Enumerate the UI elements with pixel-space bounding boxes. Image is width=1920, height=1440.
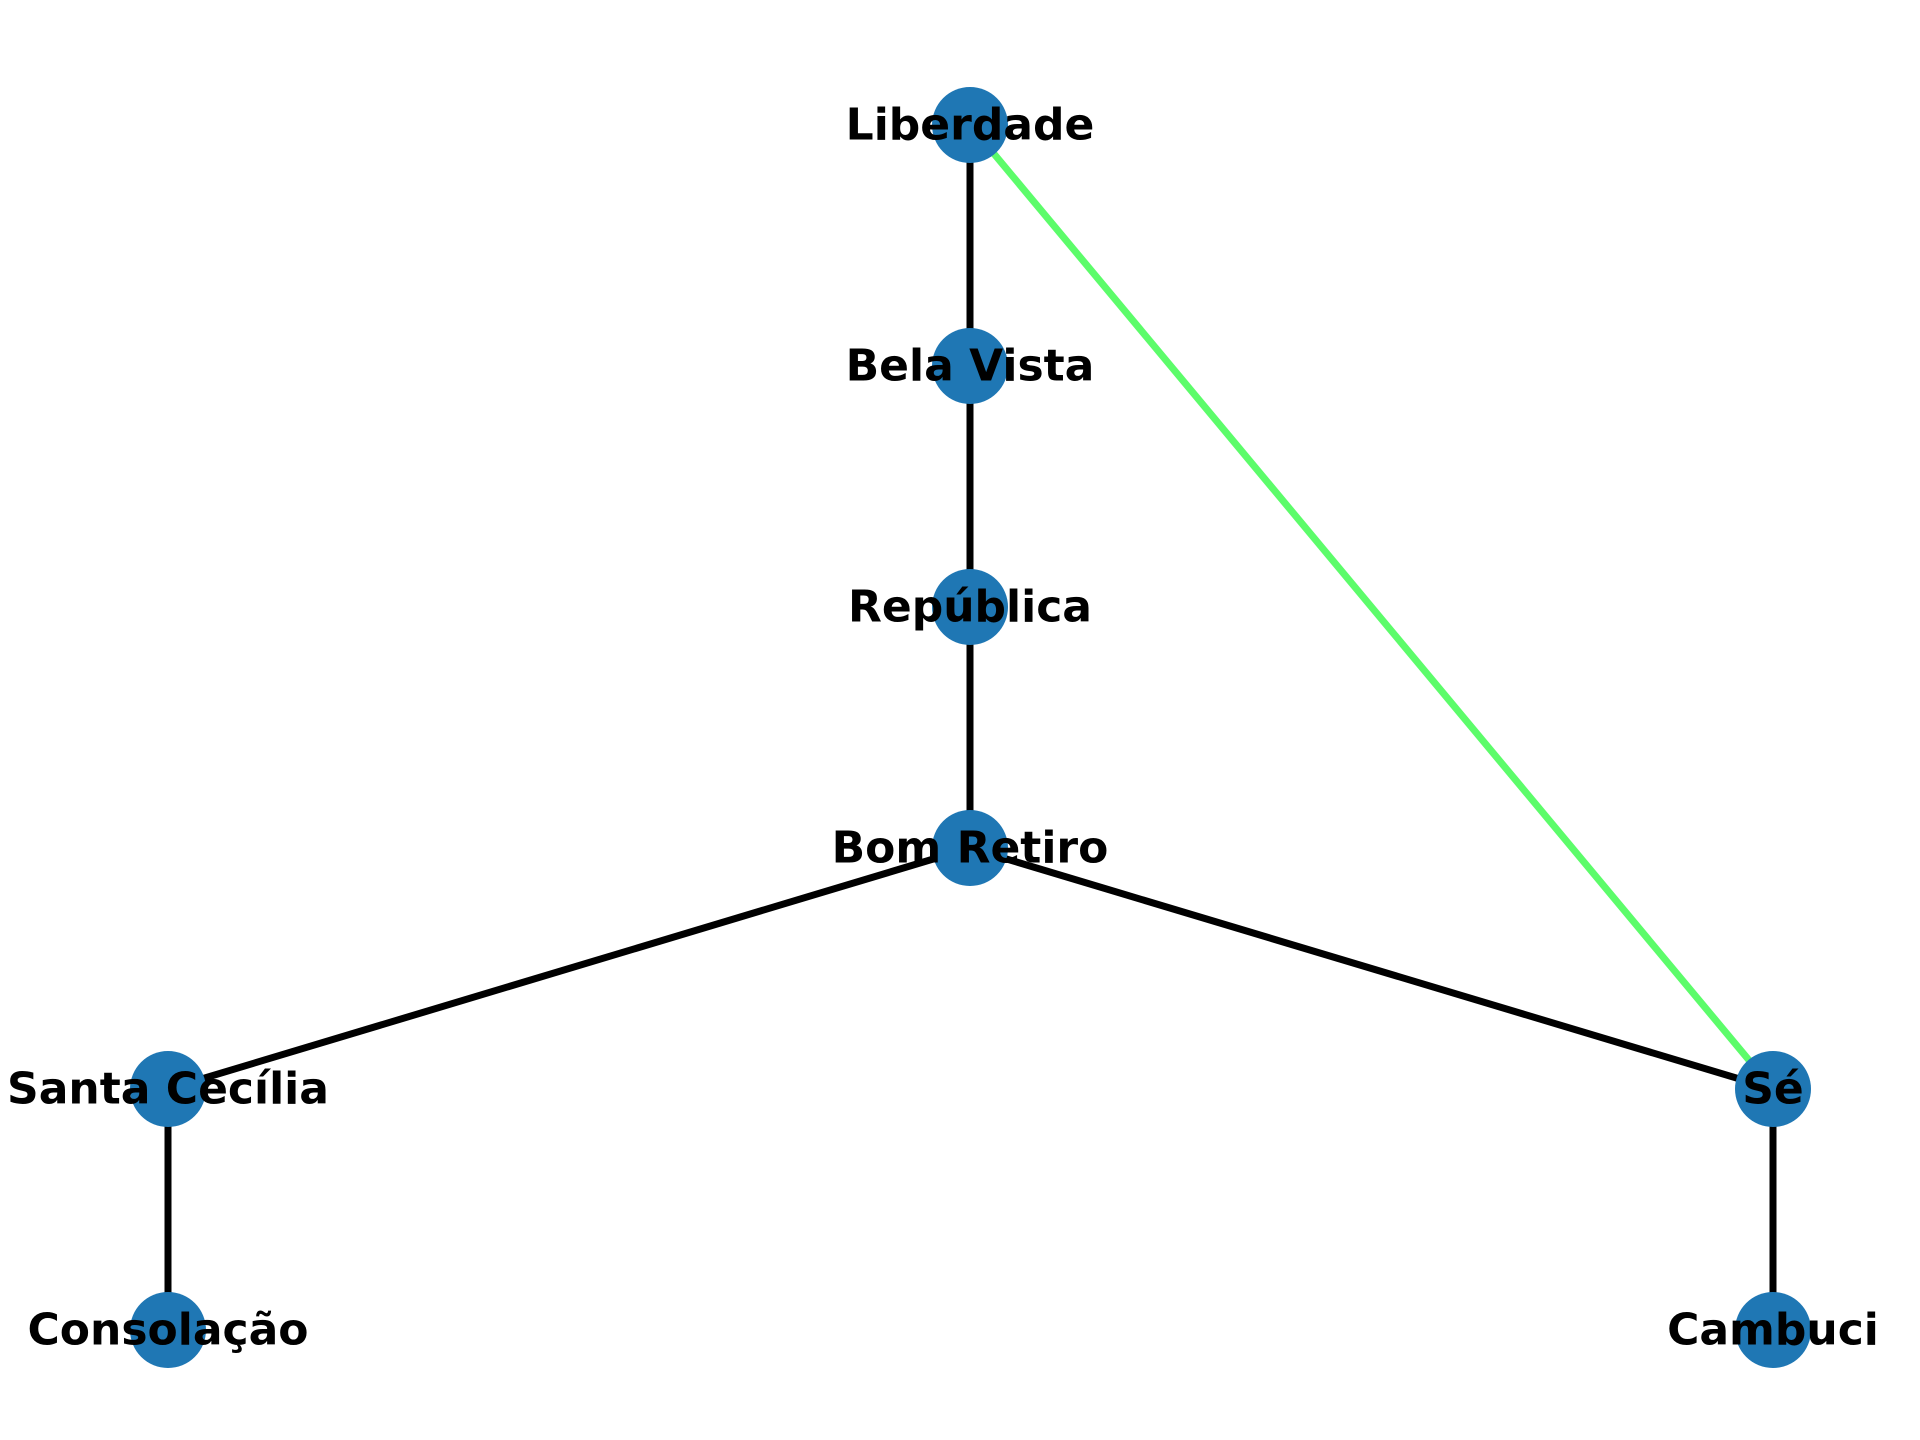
- edges-layer: [164, 122, 1777, 1330]
- node-republica: [932, 569, 1008, 645]
- node-label-bom-retiro: Bom Retiro: [832, 823, 1109, 874]
- node-label-republica: República: [848, 582, 1092, 633]
- edge-bom-retiro-santa-cecilia: [166, 844, 972, 1093]
- node-se: [1735, 1051, 1811, 1127]
- edge-bom-retiro-se: [968, 844, 1775, 1093]
- node-santa-cecilia: [130, 1051, 206, 1127]
- edge-liberdade-se: [967, 122, 1776, 1092]
- node-label-bela-vista: Bela Vista: [846, 341, 1095, 392]
- node-label-santa-cecilia: Santa Cecília: [7, 1064, 329, 1115]
- node-cambuci: [1735, 1292, 1811, 1368]
- node-bela-vista: [932, 328, 1008, 404]
- node-bom-retiro: [932, 810, 1008, 886]
- node-label-consolacao: Consolação: [27, 1305, 308, 1356]
- node-label-se: Sé: [1742, 1064, 1804, 1115]
- node-consolacao: [130, 1292, 206, 1368]
- node-label-liberdade: Liberdade: [846, 100, 1095, 151]
- node-label-cambuci: Cambuci: [1667, 1305, 1879, 1356]
- node-liberdade: [932, 87, 1008, 163]
- labels-layer: Liberdade Bela Vista República Bom Retiro Sa…: [7, 100, 1879, 1356]
- nodes-layer: [130, 87, 1811, 1368]
